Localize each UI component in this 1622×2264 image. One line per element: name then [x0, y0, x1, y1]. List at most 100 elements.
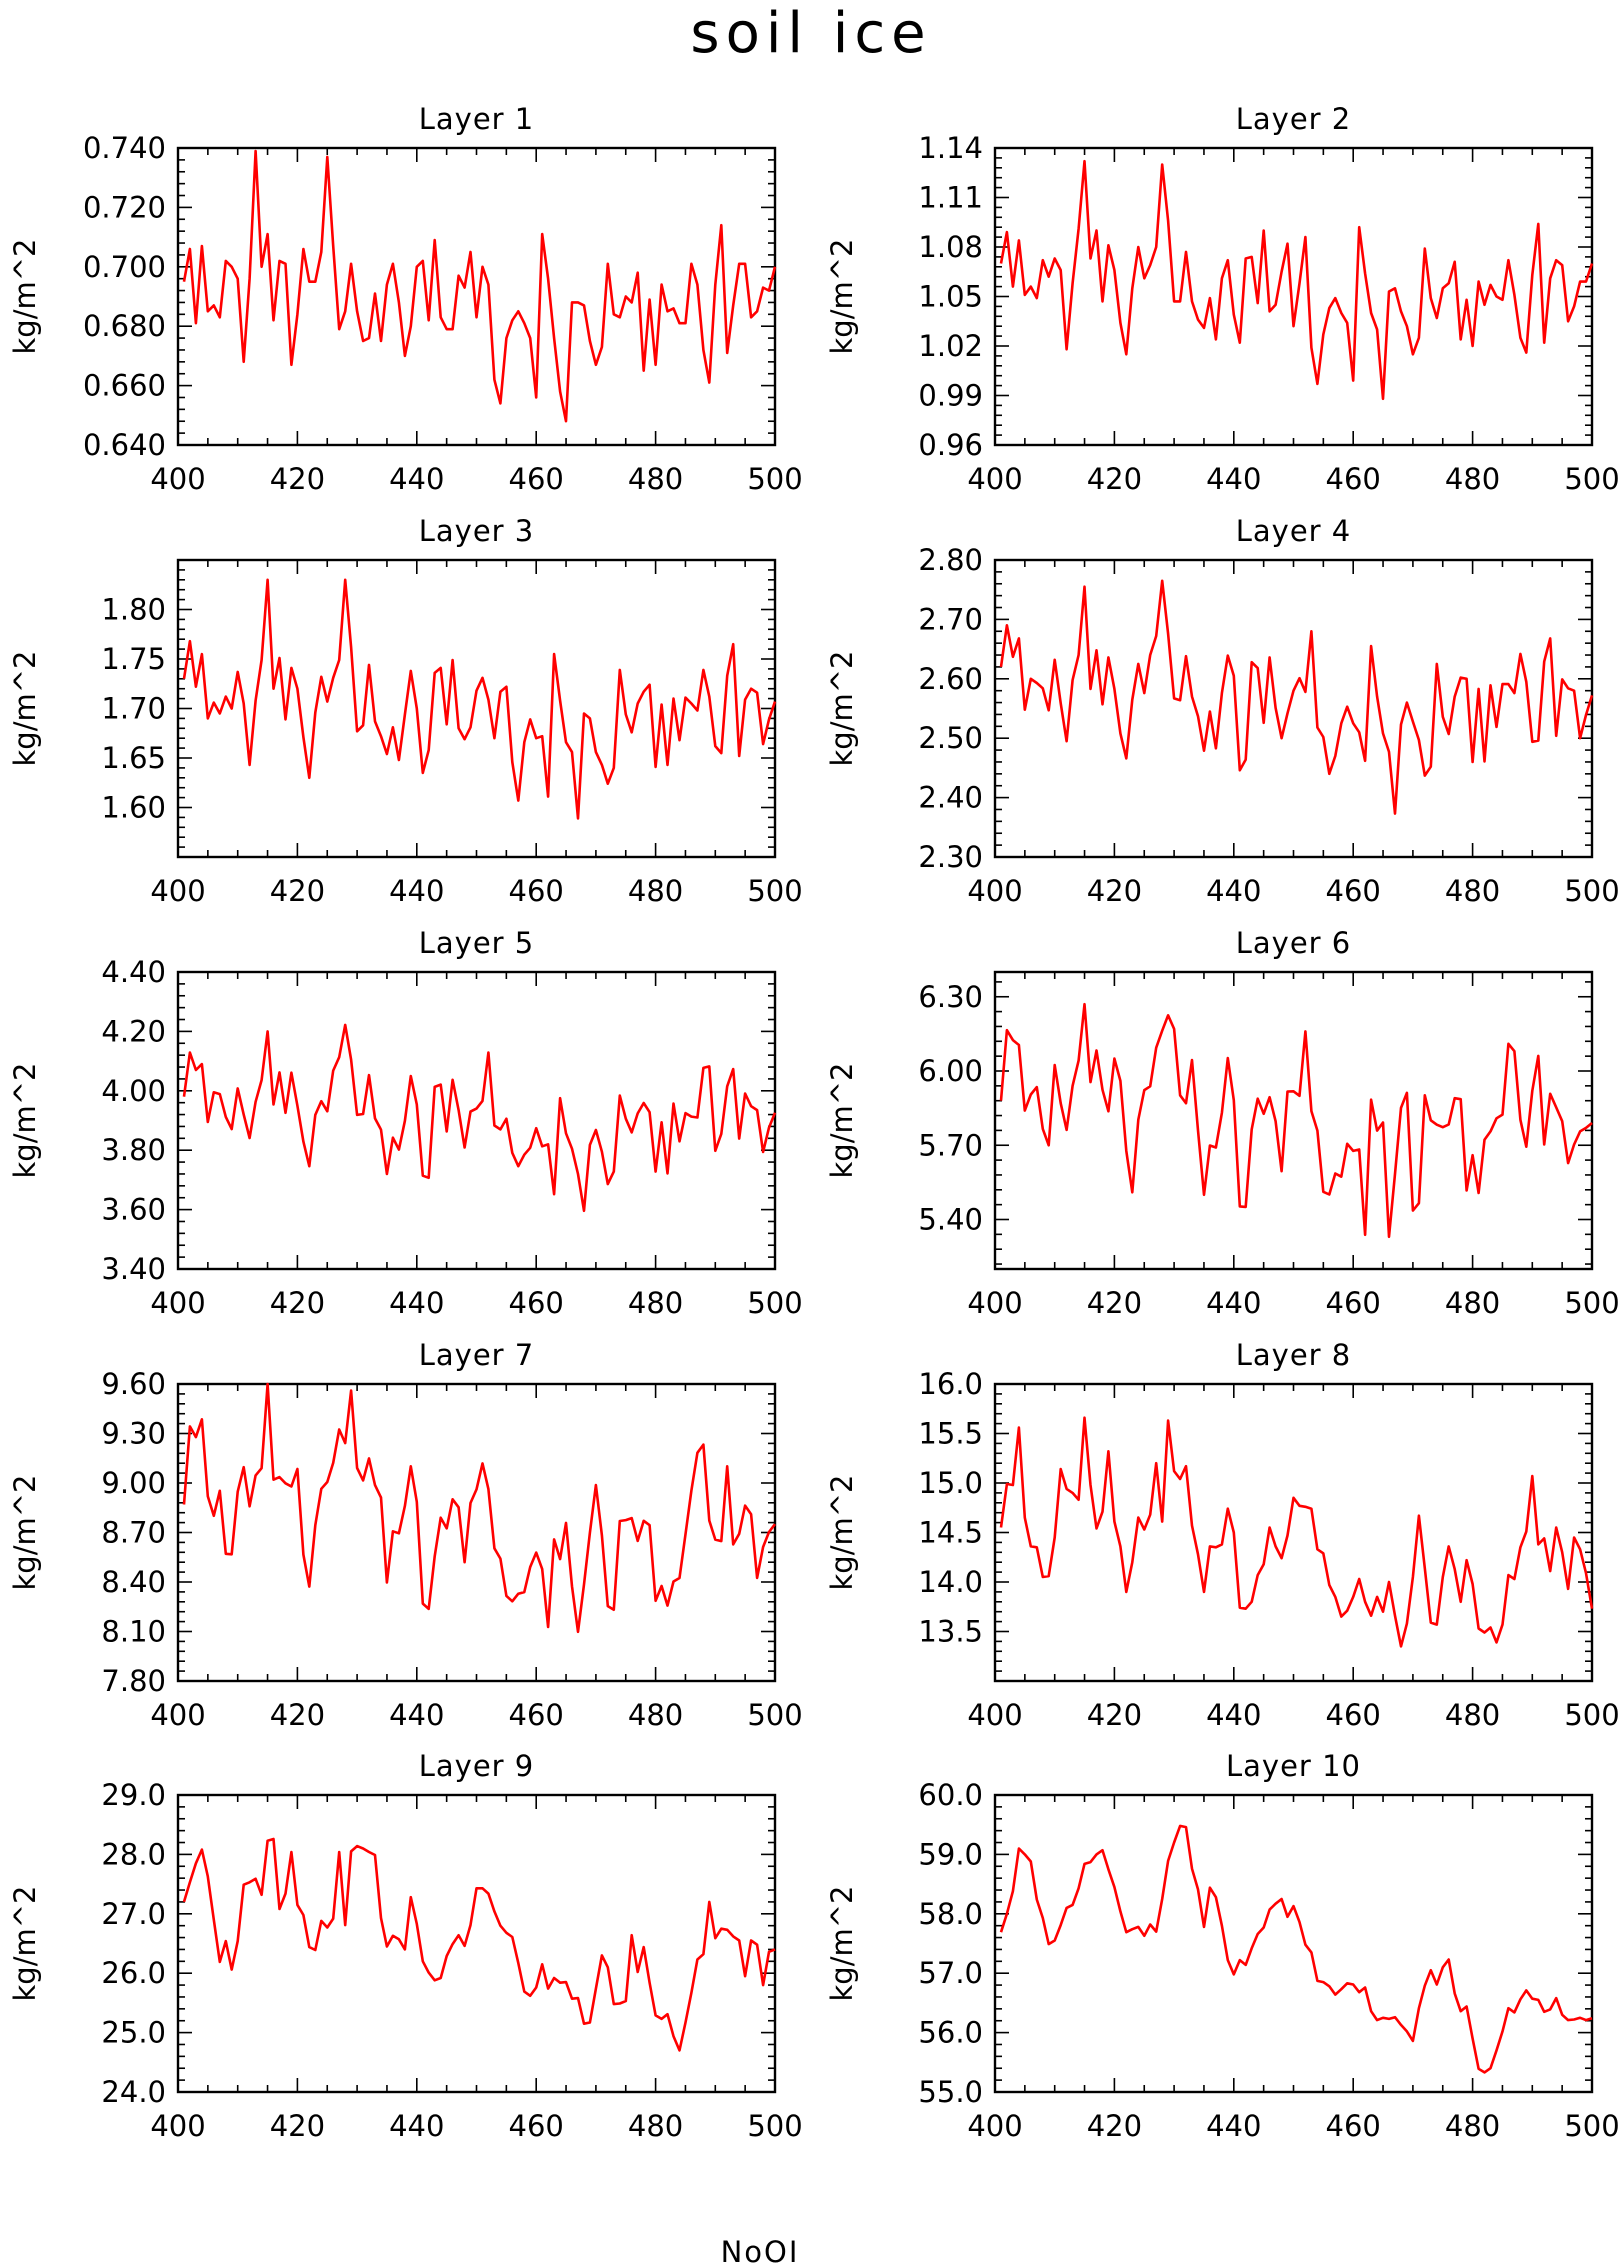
y-tick-label: 3.40 — [101, 1252, 166, 1286]
panel-title: Layer 10 — [1226, 1749, 1361, 1783]
x-tick-label: 480 — [1445, 2109, 1500, 2143]
y-tick-label: 0.720 — [83, 190, 166, 224]
y-tick-label: 0.99 — [918, 379, 983, 413]
x-tick-label: 460 — [1326, 462, 1381, 496]
x-tick-label: 460 — [509, 462, 564, 496]
chart-panel-1: Layer 1 400 420 440 460 480 500 0.640 0.660 0.680… — [8, 102, 803, 496]
y-tick-label: 3.80 — [101, 1133, 166, 1167]
x-tick-label: 420 — [1087, 2109, 1142, 2143]
x-tick-label: 420 — [270, 2109, 325, 2143]
x-tick-label: 440 — [389, 462, 444, 496]
y-axis-label: kg/m^2 — [8, 651, 42, 767]
x-tick-label: 440 — [389, 2109, 444, 2143]
x-tick-label: 400 — [150, 874, 205, 908]
y-tick-label: 8.40 — [101, 1565, 166, 1599]
x-tick-label: 400 — [967, 874, 1022, 908]
y-tick-label: 7.80 — [101, 1664, 166, 1698]
tick-marks — [994, 1383, 1593, 1682]
x-tick-label: 480 — [1445, 874, 1500, 908]
tick-marks — [177, 559, 776, 858]
x-tick-label: 400 — [150, 2109, 205, 2143]
panel-title: Layer 6 — [1236, 926, 1352, 960]
x-tick-label: 460 — [1326, 2109, 1381, 2143]
x-tick-label: 400 — [150, 1698, 205, 1732]
chart-panel-2: Layer 2 400 420 440 460 480 500 0.96 0.99 1.02 1.0… — [825, 102, 1620, 496]
x-tick-label: 440 — [389, 874, 444, 908]
x-tick-label: 400 — [967, 462, 1022, 496]
figure-footer: NoOI — [721, 2235, 800, 2264]
x-tick-label: 460 — [509, 1698, 564, 1732]
x-tick-label: 500 — [747, 2109, 802, 2143]
y-tick-label: 0.700 — [83, 250, 166, 284]
y-tick-label: 5.40 — [918, 1203, 983, 1237]
series-line-1 — [999, 1824, 1593, 2074]
chart-panel-4: Layer 4 400 420 440 460 480 500 2.30 2.40 2.50 2.6… — [825, 514, 1620, 908]
x-tick-label: 500 — [1564, 1286, 1619, 1320]
x-tick-label: 500 — [747, 1698, 802, 1732]
y-tick-label: 1.08 — [918, 230, 983, 264]
panel-title: Layer 1 — [419, 102, 535, 136]
x-tick-label: 440 — [1206, 2109, 1261, 2143]
tick-marks — [994, 1794, 1593, 2093]
panel-title: Layer 7 — [419, 1338, 535, 1372]
y-axis-label: kg/m^2 — [825, 1886, 859, 2002]
tick-marks — [994, 972, 1593, 1269]
x-tick-label: 420 — [1087, 874, 1142, 908]
x-tick-label: 460 — [1326, 1286, 1381, 1320]
y-tick-label: 9.30 — [101, 1417, 166, 1451]
series-line-1 — [999, 579, 1594, 815]
x-tick-label: 400 — [967, 1698, 1022, 1732]
y-tick-label: 27.0 — [101, 1897, 166, 1931]
y-tick-label: 0.740 — [83, 131, 166, 165]
plot-frame — [176, 146, 777, 447]
x-tick-label: 480 — [628, 2109, 683, 2143]
y-tick-label: 14.5 — [918, 1516, 983, 1550]
chart-panel-8: Layer 8 400 420 440 460 480 500 13.5 14.0 14.5 15.… — [825, 1338, 1620, 1732]
y-axis-label: kg/m^2 — [825, 1063, 859, 1179]
y-tick-label: 6.00 — [918, 1054, 983, 1088]
tick-marks — [994, 147, 1593, 446]
y-tick-label: 9.00 — [101, 1466, 166, 1500]
series-line-1 — [999, 1416, 1594, 1648]
chart-panel-3: Layer 3 400 420 440 460 480 500 1.60 1.65 1.70 1.7… — [8, 514, 803, 908]
y-tick-label: 59.0 — [918, 1837, 983, 1871]
chart-panel-7: Layer 7 400 420 440 460 480 500 7.80 8.10 8.40 8.7… — [8, 1338, 803, 1732]
x-tick-label: 480 — [1445, 462, 1500, 496]
x-tick-label: 420 — [270, 1286, 325, 1320]
x-tick-label: 440 — [1206, 1698, 1261, 1732]
y-tick-label: 15.0 — [918, 1466, 983, 1500]
y-tick-label: 2.40 — [918, 781, 983, 815]
tick-marks — [177, 1383, 776, 1682]
x-tick-label: 480 — [628, 1286, 683, 1320]
y-tick-label: 4.20 — [101, 1014, 166, 1048]
y-tick-label: 2.30 — [918, 840, 983, 874]
tick-marks — [177, 971, 776, 1270]
y-tick-label: 13.5 — [918, 1615, 983, 1649]
x-tick-label: 500 — [747, 874, 802, 908]
plot-frame — [176, 558, 777, 859]
y-tick-label: 60.0 — [918, 1778, 983, 1812]
y-axis-label: kg/m^2 — [825, 1475, 859, 1591]
x-tick-label: 500 — [747, 1286, 802, 1320]
x-tick-label: 500 — [1564, 462, 1619, 496]
y-tick-label: 1.05 — [918, 280, 983, 314]
y-tick-label: 4.40 — [101, 955, 166, 989]
y-tick-label: 29.0 — [101, 1778, 166, 1812]
y-tick-label: 2.50 — [918, 721, 983, 755]
x-tick-label: 420 — [270, 1698, 325, 1732]
y-tick-label: 1.65 — [101, 741, 166, 775]
y-tick-label: 2.70 — [918, 602, 983, 636]
series-line-1 — [182, 1382, 777, 1634]
y-tick-label: 1.60 — [101, 791, 166, 825]
series-line-1 — [999, 159, 1594, 401]
x-tick-label: 500 — [747, 462, 802, 496]
x-tick-label: 500 — [1564, 874, 1619, 908]
y-tick-label: 9.60 — [101, 1367, 166, 1401]
y-axis-label: kg/m^2 — [825, 651, 859, 767]
panel-title: Layer 5 — [419, 926, 535, 960]
y-tick-label: 3.60 — [101, 1193, 166, 1227]
series-line-1 — [999, 1002, 1593, 1239]
tick-marks — [994, 559, 1593, 858]
x-tick-label: 420 — [1087, 1698, 1142, 1732]
series-line-1 — [182, 1023, 777, 1213]
